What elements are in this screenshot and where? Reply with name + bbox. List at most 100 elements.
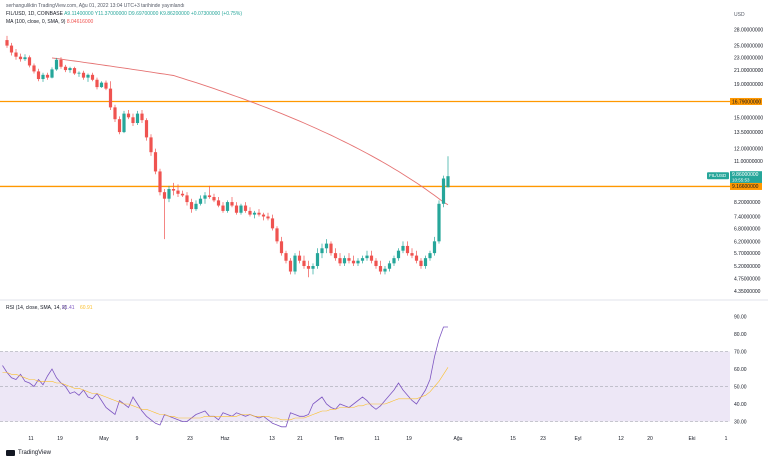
candle-body[interactable] bbox=[423, 258, 428, 267]
ma-indicator-label[interactable]: MA (100, close, 0, SMA, 9) bbox=[6, 19, 66, 25]
candle-body[interactable] bbox=[342, 258, 347, 264]
candle-body[interactable] bbox=[324, 243, 329, 249]
candle-body[interactable] bbox=[86, 74, 90, 78]
candle-body[interactable] bbox=[216, 200, 221, 206]
candle-body[interactable] bbox=[414, 255, 419, 261]
candle-body[interactable] bbox=[243, 205, 248, 211]
candle-body[interactable] bbox=[441, 178, 446, 204]
candle-body[interactable] bbox=[122, 113, 126, 133]
candle-body[interactable] bbox=[212, 197, 216, 201]
candle-body[interactable] bbox=[288, 260, 293, 272]
candle-body[interactable] bbox=[320, 248, 324, 254]
candle-body[interactable] bbox=[387, 263, 392, 269]
candle-body[interactable] bbox=[32, 65, 36, 72]
candle-body[interactable] bbox=[18, 56, 23, 60]
candle-body[interactable] bbox=[45, 74, 50, 78]
candle-body[interactable] bbox=[194, 203, 198, 210]
candle-body[interactable] bbox=[72, 68, 77, 74]
candle-body[interactable] bbox=[446, 176, 450, 188]
rsi-line[interactable] bbox=[2, 326, 449, 428]
candle-body[interactable] bbox=[410, 253, 414, 256]
ma-100-line[interactable] bbox=[51, 57, 449, 206]
candle-body[interactable] bbox=[135, 113, 140, 124]
candle-body[interactable] bbox=[90, 74, 95, 80]
candle-body[interactable] bbox=[68, 68, 72, 71]
candle-body[interactable] bbox=[158, 171, 162, 193]
candle-body[interactable] bbox=[23, 57, 27, 60]
candle-body[interactable] bbox=[171, 189, 176, 191]
candle-body[interactable] bbox=[189, 202, 194, 210]
candle-body[interactable] bbox=[198, 198, 203, 204]
candle-body[interactable] bbox=[176, 190, 180, 194]
candle-body[interactable] bbox=[383, 268, 387, 272]
candle-body[interactable] bbox=[378, 266, 383, 272]
candle-body[interactable] bbox=[180, 193, 185, 196]
candle-body[interactable] bbox=[347, 258, 351, 261]
symbol-label[interactable]: FIL/USD, 1D, COINBASE bbox=[6, 11, 63, 17]
candle-body[interactable] bbox=[234, 205, 239, 213]
candle-body[interactable] bbox=[167, 189, 171, 199]
candle-body[interactable] bbox=[221, 205, 225, 211]
candle-body[interactable] bbox=[63, 66, 68, 71]
candle-body[interactable] bbox=[126, 113, 131, 118]
candle-body[interactable] bbox=[252, 212, 257, 215]
candle-body[interactable] bbox=[41, 74, 45, 80]
candle-body[interactable] bbox=[54, 59, 59, 70]
candle-body[interactable] bbox=[428, 253, 432, 259]
candle-body[interactable] bbox=[230, 202, 234, 206]
candle-body[interactable] bbox=[144, 120, 149, 138]
candle-body[interactable] bbox=[315, 253, 320, 267]
candle-body[interactable] bbox=[306, 266, 311, 269]
candle-body[interactable] bbox=[153, 152, 158, 172]
candle-body[interactable] bbox=[203, 195, 207, 199]
candle-body[interactable] bbox=[374, 260, 378, 267]
candle-body[interactable] bbox=[432, 241, 437, 254]
candle-body[interactable] bbox=[437, 203, 441, 242]
candle-body[interactable] bbox=[162, 192, 167, 199]
candle-body[interactable] bbox=[311, 266, 315, 269]
candle-body[interactable] bbox=[419, 260, 423, 267]
candle-body[interactable] bbox=[279, 241, 284, 254]
candle-body[interactable] bbox=[351, 260, 356, 264]
candle-body[interactable] bbox=[149, 137, 153, 153]
candle-body[interactable] bbox=[275, 228, 279, 242]
candle-body[interactable] bbox=[396, 250, 401, 259]
candle-body[interactable] bbox=[77, 72, 81, 74]
candle-body[interactable] bbox=[104, 82, 108, 89]
candle-body[interactable] bbox=[270, 218, 275, 229]
candle-body[interactable] bbox=[392, 258, 396, 264]
candle-body[interactable] bbox=[360, 258, 365, 261]
candle-body[interactable] bbox=[261, 214, 266, 217]
candle-body[interactable] bbox=[266, 216, 270, 219]
candle-body[interactable] bbox=[108, 88, 113, 108]
candle-body[interactable] bbox=[113, 107, 117, 120]
candle-body[interactable] bbox=[302, 260, 306, 267]
candle-body[interactable] bbox=[338, 258, 342, 264]
candle-body[interactable] bbox=[95, 79, 99, 88]
candle-body[interactable] bbox=[284, 253, 288, 261]
candle-body[interactable] bbox=[50, 69, 54, 78]
candle-body[interactable] bbox=[329, 243, 333, 254]
candle-body[interactable] bbox=[365, 255, 369, 259]
candle-body[interactable] bbox=[27, 57, 32, 66]
candle-body[interactable] bbox=[369, 255, 374, 261]
candle-body[interactable] bbox=[99, 82, 104, 88]
candle-body[interactable] bbox=[333, 253, 338, 259]
candle-body[interactable] bbox=[401, 245, 405, 251]
candle-body[interactable] bbox=[117, 119, 122, 133]
candle-body[interactable] bbox=[14, 52, 18, 57]
candle-body[interactable] bbox=[36, 71, 41, 80]
rsi-ma-line[interactable] bbox=[2, 367, 449, 421]
candle-body[interactable] bbox=[207, 195, 212, 198]
candle-body[interactable] bbox=[9, 45, 14, 53]
candle-body[interactable] bbox=[140, 113, 144, 121]
candle-body[interactable] bbox=[239, 205, 243, 213]
candle-body[interactable] bbox=[405, 245, 410, 254]
candle-body[interactable] bbox=[59, 59, 63, 67]
candle-body[interactable] bbox=[297, 255, 302, 261]
candle-body[interactable] bbox=[356, 260, 360, 264]
candle-body[interactable] bbox=[185, 195, 189, 203]
candle-body[interactable] bbox=[81, 72, 86, 78]
candle-body[interactable] bbox=[257, 212, 261, 215]
